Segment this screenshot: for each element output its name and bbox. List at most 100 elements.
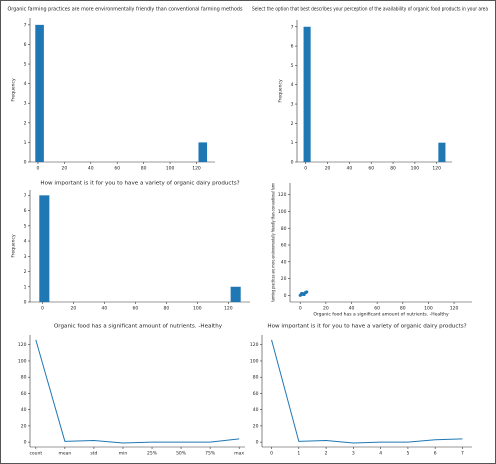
y-tick-label: 100: [18, 358, 27, 364]
y-tick-label: 120: [278, 192, 287, 198]
y-tick-label: 7: [24, 193, 27, 199]
y-tick-label: 7: [24, 22, 27, 28]
y-tick-label: 120: [18, 342, 27, 348]
y-tick-label: 40: [21, 407, 27, 413]
y-tick-label: 60: [281, 243, 287, 249]
line: [35, 339, 240, 444]
x-tick-label: 40: [88, 166, 94, 172]
y-tick-label: 60: [21, 391, 27, 397]
x-tick-label: mean: [58, 452, 71, 457]
y-tick-label: 100: [278, 209, 287, 215]
x-tick-label: 120: [450, 306, 459, 312]
x-tick-label: 100: [424, 306, 433, 312]
y-tick-label: 0: [24, 440, 27, 446]
x-tick-label: std: [90, 451, 97, 457]
x-tick-label: 50%: [176, 451, 187, 457]
y-tick-label: 0: [256, 440, 259, 446]
x-tick-label: 3: [352, 451, 355, 457]
y-axis-label: Frequency: [11, 234, 17, 258]
y-tick-label: 0: [24, 300, 27, 306]
y-tick-label: 2: [24, 120, 27, 126]
x-tick-label: min: [119, 451, 128, 457]
y-tick-label: 6: [291, 44, 294, 50]
x-axis-label: Organic food has a significant amount of…: [313, 312, 449, 318]
chart-title: Select the option that best describes yo…: [252, 7, 488, 13]
x-tick-label: 25%: [147, 451, 158, 457]
x-tick-label: 60: [132, 306, 138, 312]
x-tick-label: 6: [434, 451, 437, 457]
y-tick-label: 20: [253, 423, 259, 429]
x-tick-label: 75%: [205, 451, 216, 457]
x-tick-label: 1: [297, 451, 300, 457]
x-tick-label: 0: [270, 451, 273, 457]
x-tick-label: 40: [101, 306, 107, 312]
bar: [230, 286, 241, 302]
bar: [303, 26, 311, 163]
x-tick-label: 20: [61, 166, 67, 172]
y-tick-label: 4: [24, 81, 27, 87]
bar: [39, 195, 50, 302]
x-tick-label: 40: [349, 306, 355, 312]
y-tick-label: 1: [24, 284, 27, 290]
y-tick-label: 5: [24, 223, 27, 229]
x-tick-label: 0: [299, 306, 302, 312]
x-tick-label: 2: [325, 451, 328, 457]
y-tick-label: 40: [281, 259, 287, 265]
y-tick-label: 0: [291, 160, 294, 166]
y-tick-label: 80: [281, 226, 287, 232]
y-tick-label: 3: [24, 101, 27, 107]
x-tick-label: 60: [114, 166, 120, 172]
point: [299, 292, 304, 296]
x-tick-label: max: [234, 452, 244, 457]
y-tick-label: 7: [291, 24, 294, 30]
y-tick-label: 3: [291, 102, 294, 108]
y-tick-label: 20: [21, 423, 27, 429]
y-tick-label: 5: [291, 63, 294, 69]
x-tick-label: 100: [166, 166, 175, 172]
y-tick-label: 6: [24, 42, 27, 48]
x-tick-label: 120: [192, 166, 201, 172]
x-tick-label: 20: [71, 306, 77, 312]
chart-title: How important is it for you to have a va…: [267, 324, 466, 330]
y-tick-label: 4: [24, 239, 27, 245]
y-tick-label: 80: [21, 375, 27, 381]
y-axis-label: Frequency: [11, 78, 17, 102]
y-tick-label: 60: [253, 391, 259, 397]
x-tick-label: 0: [36, 166, 39, 172]
x-tick-label: 40: [347, 166, 353, 172]
x-tick-label: 0: [41, 306, 44, 312]
bar: [438, 142, 446, 162]
y-tick-label: 6: [24, 208, 27, 214]
y-tick-label: 2: [291, 121, 294, 127]
y-tick-label: 0: [24, 160, 27, 166]
y-tick-label: 120: [250, 342, 259, 348]
x-tick-label: 100: [411, 166, 420, 172]
x-tick-label: 60: [368, 166, 374, 172]
x-tick-label: 7: [461, 451, 464, 457]
chart-title: Organic farming practices are more envir…: [8, 7, 243, 13]
y-tick-label: 1: [291, 140, 294, 146]
x-tick-label: 4: [379, 451, 382, 457]
y-axis-label: Frequency: [278, 79, 284, 103]
x-tick-label: 0: [304, 166, 307, 172]
y-tick-label: 20: [281, 276, 287, 282]
y-tick-label: 100: [250, 358, 259, 364]
x-tick-label: 80: [163, 306, 169, 312]
y-tick-label: 40: [253, 407, 259, 413]
x-tick-label: 5: [406, 451, 409, 457]
chart-title: Organic food has a significant amount of…: [54, 324, 223, 330]
x-tick-label: 80: [141, 166, 147, 172]
y-tick-label: 0: [284, 293, 287, 299]
y-tick-label: 1: [24, 140, 27, 146]
line: [271, 339, 463, 444]
x-tick-label: 20: [323, 306, 329, 312]
x-tick-label: 120: [432, 166, 441, 172]
chart-title: How important is it for you to have a va…: [40, 181, 239, 187]
point: [305, 290, 309, 294]
x-tick-label: count: [29, 451, 42, 457]
y-tick-label: 5: [24, 62, 27, 68]
y-tick-label: 2: [24, 269, 27, 275]
bar: [35, 24, 44, 162]
